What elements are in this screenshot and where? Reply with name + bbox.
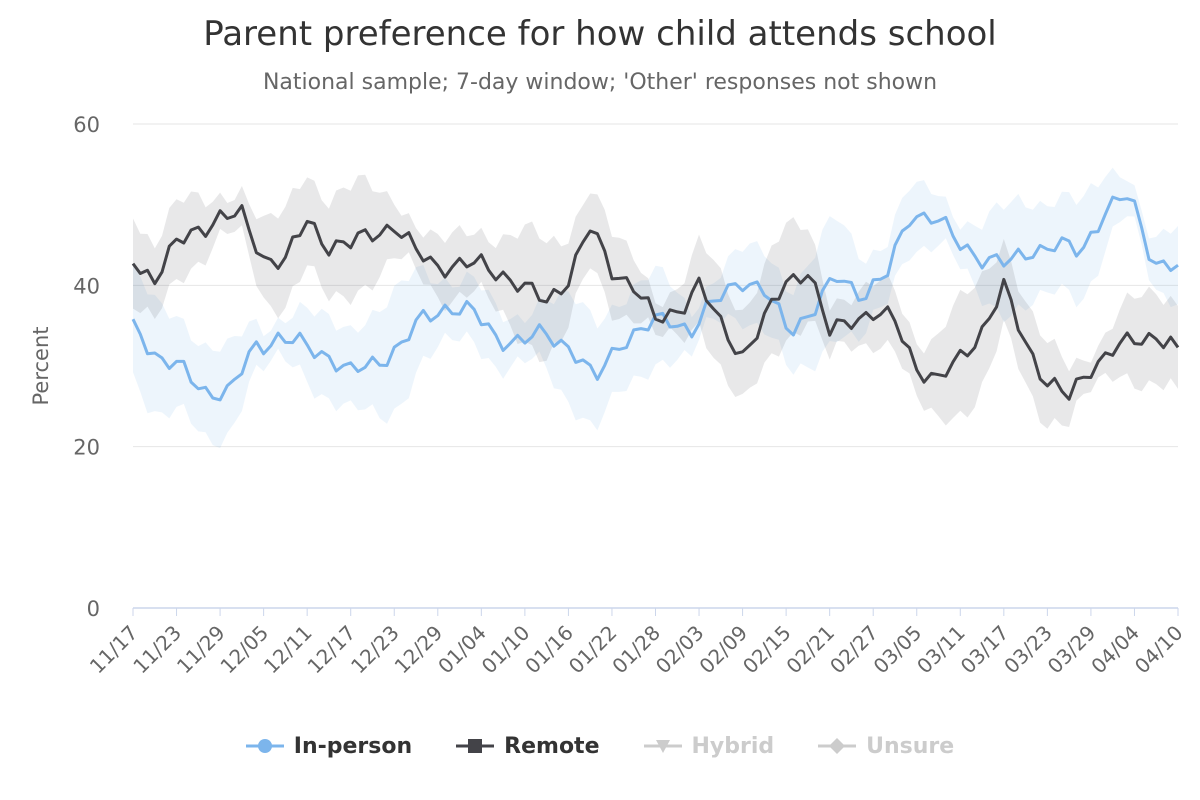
- chart-title: Parent preference for how child attends …: [203, 14, 997, 54]
- legend-item-unsure[interactable]: Unsure: [818, 734, 954, 759]
- y-tick-label: 40: [73, 274, 100, 298]
- x-tick-label: 01/04: [433, 621, 491, 679]
- x-axis: 11/1711/2311/2912/0512/1112/1712/2312/29…: [85, 608, 1188, 678]
- x-tick-label: 11/17: [85, 621, 143, 679]
- legend-item-remote[interactable]: Remote: [456, 733, 600, 759]
- legend-marker-circle-icon: [245, 739, 284, 753]
- x-tick-label: 01/28: [607, 621, 665, 679]
- x-tick-label: 02/03: [651, 621, 709, 679]
- confidence-bands: [133, 167, 1178, 449]
- x-tick-label: 03/17: [956, 621, 1014, 679]
- x-tick-label: 11/29: [172, 621, 230, 679]
- y-axis-label: Percent: [29, 326, 53, 405]
- legend-item-hybrid[interactable]: Hybrid: [643, 733, 775, 759]
- y-tick-label: 0: [87, 597, 100, 621]
- y-tick-label: 20: [73, 436, 100, 460]
- x-tick-label: 02/27: [825, 621, 883, 679]
- x-tick-label: 12/23: [346, 621, 404, 679]
- legend-label-remote: Remote: [504, 733, 600, 759]
- x-tick-label: 03/23: [999, 621, 1057, 679]
- x-tick-label: 03/29: [1043, 621, 1101, 679]
- x-tick-label: 12/11: [259, 621, 317, 679]
- x-tick-label: 01/10: [477, 621, 535, 679]
- x-tick-label: 03/11: [912, 621, 970, 679]
- legend-marker-square-icon: [456, 739, 495, 753]
- x-tick-label: 02/21: [781, 621, 839, 679]
- x-tick-label: 02/15: [738, 621, 796, 679]
- x-tick-label: 12/17: [303, 621, 361, 679]
- legend-marker-triangle-icon: [643, 740, 682, 753]
- x-tick-label: 03/05: [869, 621, 927, 679]
- legend-label-unsure: Unsure: [866, 733, 955, 759]
- legend-label-hybrid: Hybrid: [691, 733, 775, 759]
- x-tick-label: 12/29: [390, 621, 448, 679]
- x-tick-label: 04/10: [1130, 621, 1188, 679]
- legend-marker-diamond-icon: [818, 738, 857, 754]
- y-axis: 0 20 40 60: [73, 113, 100, 621]
- chart-subtitle: National sample; 7-day window; 'Other' r…: [262, 70, 938, 95]
- x-tick-label: 12/05: [215, 621, 273, 679]
- y-tick-label: 60: [73, 113, 100, 137]
- in-person-confidence-band: [133, 167, 1178, 449]
- legend-label-in-person: In-person: [293, 733, 413, 759]
- x-tick-label: 01/16: [520, 621, 578, 679]
- x-tick-label: 02/09: [694, 621, 752, 679]
- legend-item-in-person[interactable]: In-person: [245, 733, 413, 759]
- x-tick-label: 01/22: [564, 621, 622, 679]
- x-tick-label: 04/04: [1086, 621, 1144, 679]
- remote-series-line[interactable]: [131, 204, 1180, 401]
- x-tick-label: 11/23: [128, 621, 186, 679]
- legend: In-person Remote Hybrid Unsure: [0, 728, 1200, 764]
- series-lines: [131, 195, 1180, 402]
